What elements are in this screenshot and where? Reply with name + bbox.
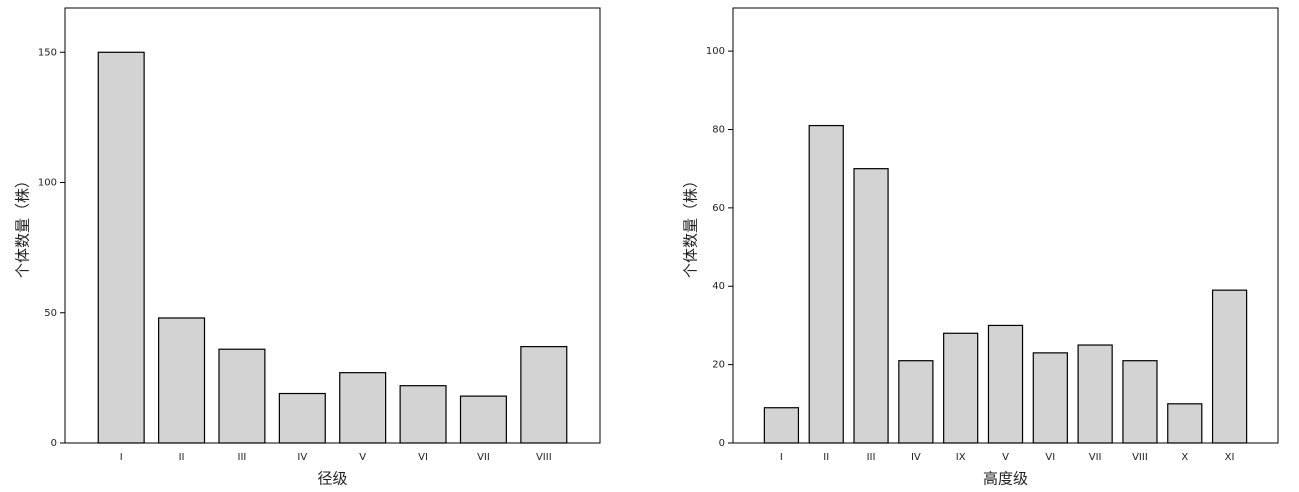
bar bbox=[763, 407, 800, 444]
bar bbox=[97, 51, 145, 444]
bar bbox=[1077, 344, 1113, 444]
x-tick-label: II bbox=[823, 452, 829, 463]
y-tick-label: 0 bbox=[719, 438, 725, 449]
x-tick-label: VII bbox=[477, 452, 490, 463]
bar bbox=[898, 360, 934, 444]
y-tick-label: 0 bbox=[51, 438, 57, 449]
bar bbox=[158, 317, 206, 444]
x-tick-label: III bbox=[238, 452, 247, 463]
x-tick-label: V bbox=[359, 452, 366, 463]
x-tick-label: IX bbox=[956, 452, 966, 463]
y-tick-label: 50 bbox=[44, 308, 57, 319]
bar bbox=[520, 346, 568, 444]
bar bbox=[853, 168, 889, 444]
bar bbox=[808, 124, 844, 444]
bar bbox=[1211, 289, 1248, 444]
x-axis-title: 径级 bbox=[317, 470, 347, 488]
bar bbox=[339, 372, 387, 444]
y-axis-title: 个体数量（株） bbox=[682, 173, 700, 278]
bar bbox=[943, 332, 979, 444]
bar bbox=[1032, 352, 1068, 444]
x-tick-label: V bbox=[1002, 452, 1009, 463]
y-tick-label: 20 bbox=[712, 360, 725, 371]
y-tick-label: 60 bbox=[712, 203, 725, 214]
x-tick-label: II bbox=[179, 452, 185, 463]
y-tick-label: 150 bbox=[38, 47, 57, 58]
bar bbox=[399, 385, 447, 444]
x-tick-label: VI bbox=[418, 452, 428, 463]
bar bbox=[1167, 403, 1203, 444]
x-tick-label: XI bbox=[1225, 452, 1235, 463]
y-tick-label: 40 bbox=[712, 281, 725, 292]
x-tick-label: X bbox=[1181, 452, 1188, 463]
bar bbox=[459, 395, 507, 444]
bar bbox=[218, 348, 266, 444]
x-tick-label: VII bbox=[1089, 452, 1102, 463]
x-axis-title: 高度级 bbox=[983, 470, 1028, 488]
bar bbox=[278, 392, 326, 444]
y-tick-label: 100 bbox=[706, 46, 725, 57]
x-tick-label: I bbox=[780, 452, 783, 463]
x-tick-label: I bbox=[120, 452, 123, 463]
x-tick-label: IV bbox=[911, 452, 921, 463]
x-tick-label: VIII bbox=[536, 452, 552, 463]
y-tick-label: 100 bbox=[38, 178, 57, 189]
bar bbox=[987, 324, 1024, 444]
plot-frame bbox=[64, 7, 601, 444]
y-axis-title: 个体数量（株） bbox=[14, 173, 32, 278]
bar bbox=[1122, 360, 1158, 444]
x-tick-label: IV bbox=[297, 452, 307, 463]
x-tick-label: III bbox=[867, 452, 876, 463]
x-tick-label: VI bbox=[1045, 452, 1055, 463]
x-tick-label: VIII bbox=[1132, 452, 1148, 463]
y-tick-label: 80 bbox=[712, 124, 725, 135]
